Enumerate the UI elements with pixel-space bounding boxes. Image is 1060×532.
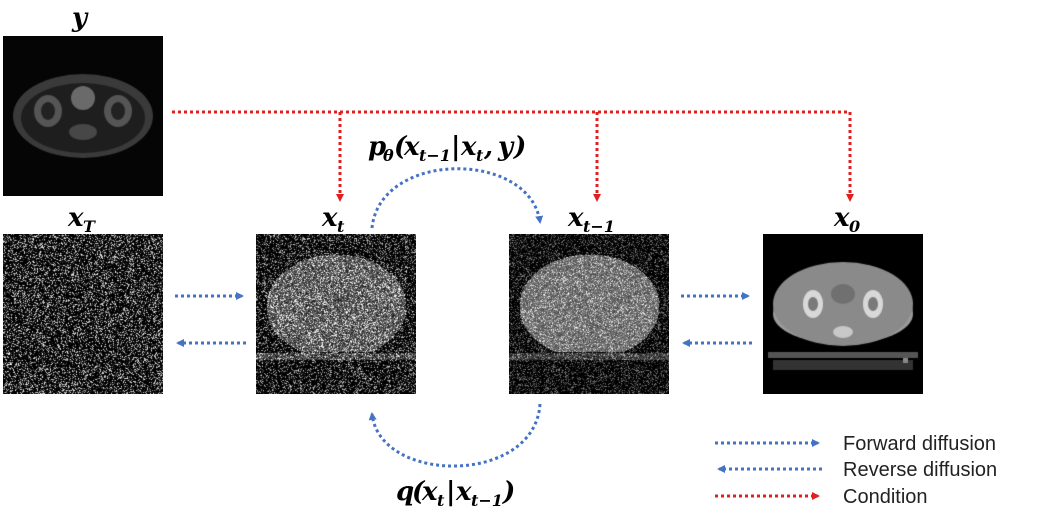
svg-text:p: p <box>368 132 386 162</box>
svg-text:|: | <box>446 477 455 507</box>
legend-label-1: Reverse diffusion <box>843 459 997 481</box>
svg-text:x: x <box>833 203 850 233</box>
noisy-image-xt <box>256 234 416 394</box>
svg-text:x: x <box>321 203 338 233</box>
label-xT: x T <box>67 203 96 236</box>
svg-text:x: x <box>455 477 472 507</box>
svg-text:x: x <box>403 132 420 162</box>
legend-label-2: Condition <box>843 486 928 508</box>
forward-arc <box>368 403 542 468</box>
diffusion-arcs <box>368 167 544 468</box>
svg-text:t: t <box>337 217 345 236</box>
noise-image-xT <box>3 234 163 394</box>
svg-text:): ) <box>502 477 515 507</box>
svg-text:x: x <box>567 203 584 233</box>
noisy-image-xt-1 <box>509 234 669 394</box>
mri-condition-image <box>3 36 163 196</box>
svg-text:,: , <box>483 132 493 162</box>
svg-text:t−1: t−1 <box>583 217 615 236</box>
condition-arrows <box>172 110 854 202</box>
label-y: y <box>71 3 89 33</box>
label-x0: x 0 <box>833 203 860 236</box>
svg-text:θ: θ <box>383 146 394 165</box>
svg-text:t: t <box>476 146 484 165</box>
svg-text:): ) <box>513 132 526 162</box>
svg-text:t−1: t−1 <box>419 146 451 165</box>
svg-text:T: T <box>83 217 96 236</box>
svg-text:x: x <box>460 132 477 162</box>
svg-text:x: x <box>67 203 84 233</box>
label-xt: x t <box>321 203 345 236</box>
svg-text:(: ( <box>394 132 408 162</box>
reverse-process-formula: p θ ( x t−1 | x t , y ) <box>368 132 526 165</box>
legend: Forward diffusion Reverse diffusion Condit… <box>715 433 997 508</box>
svg-text:t: t <box>437 491 445 510</box>
ct-image-x0 <box>763 234 923 394</box>
svg-text:x: x <box>421 477 438 507</box>
svg-text:(: ( <box>412 477 426 507</box>
svg-text:y: y <box>497 132 515 162</box>
reverse-arc <box>370 167 544 229</box>
diffusion-horizontal-arrows <box>175 292 752 347</box>
svg-text:t−1: t−1 <box>471 491 503 510</box>
label-xt-1: x t−1 <box>567 203 615 236</box>
forward-process-formula: q ( x t | x t−1 ) <box>396 477 515 510</box>
svg-text:0: 0 <box>849 217 860 236</box>
svg-text:|: | <box>451 132 460 162</box>
svg-text:q: q <box>396 477 414 507</box>
legend-label-0: Forward diffusion <box>843 433 996 455</box>
